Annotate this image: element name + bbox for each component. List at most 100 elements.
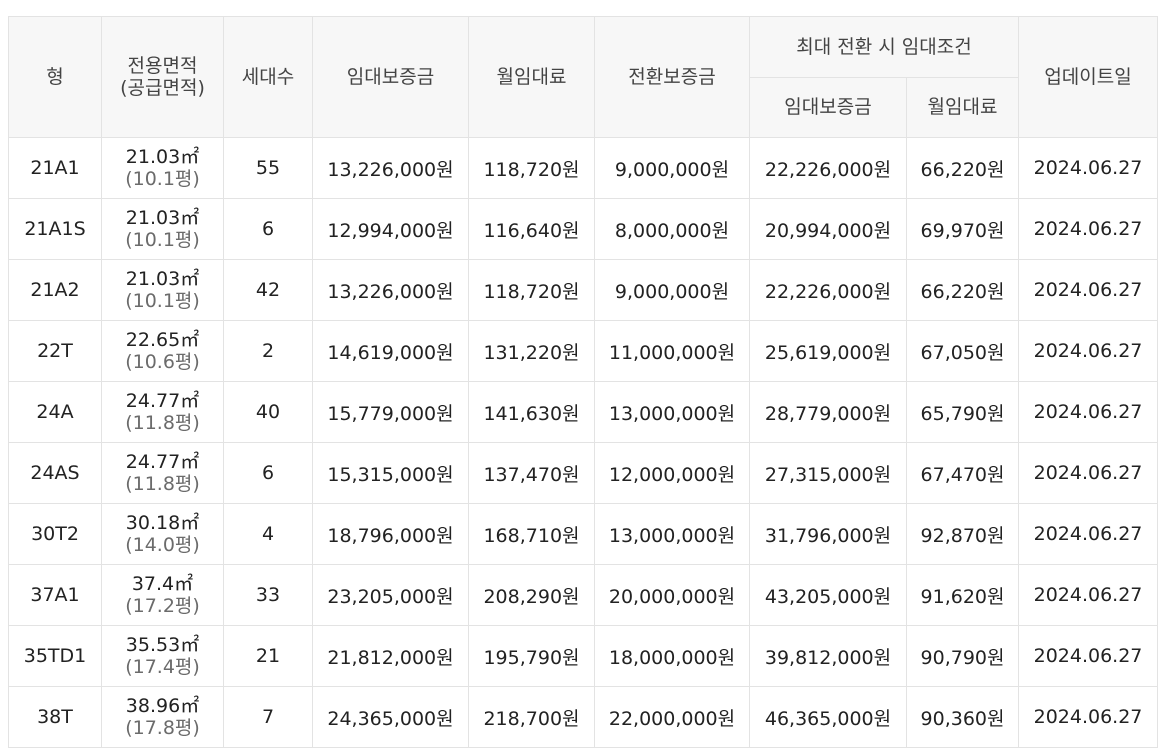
cell-max-deposit: 28,779,000원 (749, 381, 907, 443)
area-exclusive: 38.96㎡ (125, 695, 200, 717)
header-area: 전용면적 (공급면적) (101, 16, 224, 138)
area-supply: (10.1평) (125, 290, 200, 312)
cell-type: 24AS (8, 442, 102, 504)
cell-monthly-rent: 137,470원 (468, 442, 595, 504)
cell-updated: 2024.06.27 (1018, 686, 1159, 748)
cell-max-monthly-rent: 69,970원 (905, 198, 1020, 260)
cell-max-monthly-rent: 92,870원 (905, 503, 1020, 565)
cell-households: 40 (223, 381, 313, 443)
cell-monthly-rent: 118,720원 (468, 259, 595, 321)
area-exclusive: 22.65㎡ (125, 329, 200, 351)
cell-updated: 2024.06.27 (1018, 625, 1159, 687)
cell-max-deposit: 22,226,000원 (749, 137, 907, 199)
cell-area: 22.65㎡ (10.6평) (101, 320, 224, 382)
cell-deposit: 13,226,000원 (312, 137, 469, 199)
cell-monthly-rent: 118,720원 (468, 137, 595, 199)
table-row: 37A1 37.4㎡ (17.2평) 33 23,205,000원 208,290원 20,… (8, 564, 1159, 626)
cell-conversion-deposit: 13,000,000원 (594, 503, 750, 565)
header-max-monthly-rent: 월임대료 (905, 77, 1020, 138)
cell-households: 21 (223, 625, 313, 687)
cell-conversion-deposit: 8,000,000원 (594, 198, 750, 260)
area-supply: (17.2평) (125, 595, 200, 617)
cell-type: 38T (8, 686, 102, 748)
cell-type: 22T (8, 320, 102, 382)
table-row: 21A1 21.03㎡ (10.1평) 55 13,226,000원 118,720원 9,… (8, 137, 1159, 199)
area-exclusive: 21.03㎡ (125, 207, 200, 229)
cell-max-monthly-rent: 65,790원 (905, 381, 1020, 443)
area-supply: (17.4평) (125, 656, 200, 678)
cell-area: 38.96㎡ (17.8평) (101, 686, 224, 748)
cell-type: 21A1S (8, 198, 102, 260)
rental-conditions-table-wrapper: 형 전용면적 (공급면적) 세대수 임대보증금 월임대료 전환보증금 최대 전환… (8, 16, 1159, 748)
cell-households: 2 (223, 320, 313, 382)
cell-area: 30.18㎡ (14.0평) (101, 503, 224, 565)
cell-conversion-deposit: 22,000,000원 (594, 686, 750, 748)
rental-conditions-table: 형 전용면적 (공급면적) 세대수 임대보증금 월임대료 전환보증금 최대 전환… (8, 16, 1159, 748)
cell-households: 55 (223, 137, 313, 199)
cell-type: 21A2 (8, 259, 102, 321)
area-exclusive: 21.03㎡ (125, 146, 200, 168)
cell-type: 37A1 (8, 564, 102, 626)
cell-deposit: 21,812,000원 (312, 625, 469, 687)
area-exclusive: 24.77㎡ (125, 451, 200, 473)
cell-max-deposit: 25,619,000원 (749, 320, 907, 382)
cell-monthly-rent: 116,640원 (468, 198, 595, 260)
header-area-line2: (공급면적) (120, 77, 205, 99)
cell-monthly-rent: 131,220원 (468, 320, 595, 382)
cell-max-monthly-rent: 91,620원 (905, 564, 1020, 626)
header-households: 세대수 (223, 16, 313, 138)
cell-conversion-deposit: 13,000,000원 (594, 381, 750, 443)
area-supply: (10.6평) (125, 351, 200, 373)
cell-type: 21A1 (8, 137, 102, 199)
cell-deposit: 12,994,000원 (312, 198, 469, 260)
cell-type: 24A (8, 381, 102, 443)
table-row: 24A 24.77㎡ (11.8평) 40 15,779,000원 141,630원 13,… (8, 381, 1159, 443)
cell-max-monthly-rent: 90,790원 (905, 625, 1020, 687)
header-type: 형 (8, 16, 102, 138)
cell-households: 7 (223, 686, 313, 748)
cell-updated: 2024.06.27 (1018, 137, 1159, 199)
cell-max-deposit: 46,365,000원 (749, 686, 907, 748)
header-deposit: 임대보증금 (312, 16, 469, 138)
cell-deposit: 15,315,000원 (312, 442, 469, 504)
area-supply: (11.8평) (125, 473, 200, 495)
header-max-conversion-group: 최대 전환 시 임대조건 (748, 16, 1020, 78)
table-row: 22T 22.65㎡ (10.6평) 2 14,619,000원 131,220원 11,0… (8, 320, 1159, 382)
cell-max-deposit: 43,205,000원 (749, 564, 907, 626)
cell-max-monthly-rent: 67,050원 (905, 320, 1020, 382)
area-exclusive: 35.53㎡ (125, 634, 200, 656)
area-exclusive: 37.4㎡ (131, 573, 194, 595)
area-supply: (11.8평) (125, 412, 200, 434)
area-exclusive: 21.03㎡ (125, 268, 200, 290)
table-row: 21A1S 21.03㎡ (10.1평) 6 12,994,000원 116,640원 8,… (8, 198, 1159, 260)
cell-max-monthly-rent: 66,220원 (905, 259, 1020, 321)
table-row: 24AS 24.77㎡ (11.8평) 6 15,315,000원 137,470원 12,… (8, 442, 1159, 504)
cell-deposit: 14,619,000원 (312, 320, 469, 382)
cell-updated: 2024.06.27 (1018, 320, 1159, 382)
cell-households: 42 (223, 259, 313, 321)
header-conversion-deposit: 전환보증금 (594, 16, 750, 138)
area-supply: (14.0평) (125, 534, 200, 556)
table-row: 30T2 30.18㎡ (14.0평) 4 18,796,000원 168,710원 13,… (8, 503, 1159, 565)
cell-updated: 2024.06.27 (1018, 259, 1159, 321)
cell-max-monthly-rent: 66,220원 (905, 137, 1020, 199)
cell-max-deposit: 31,796,000원 (749, 503, 907, 565)
cell-area: 21.03㎡ (10.1평) (101, 137, 224, 199)
table-row: 35TD1 35.53㎡ (17.4평) 21 21,812,000원 195,790원 1… (8, 625, 1159, 687)
cell-updated: 2024.06.27 (1018, 381, 1159, 443)
area-exclusive: 24.77㎡ (125, 390, 200, 412)
header-monthly-rent: 월임대료 (468, 16, 595, 138)
cell-area: 35.53㎡ (17.4평) (101, 625, 224, 687)
area-exclusive: 30.18㎡ (125, 512, 200, 534)
cell-deposit: 23,205,000원 (312, 564, 469, 626)
cell-updated: 2024.06.27 (1018, 564, 1159, 626)
cell-monthly-rent: 208,290원 (468, 564, 595, 626)
cell-max-monthly-rent: 90,360원 (905, 686, 1020, 748)
cell-area: 37.4㎡ (17.2평) (101, 564, 224, 626)
cell-max-deposit: 20,994,000원 (749, 198, 907, 260)
area-supply: (10.1평) (125, 168, 200, 190)
cell-area: 21.03㎡ (10.1평) (101, 198, 224, 260)
header-area-line1: 전용면적 (127, 55, 198, 77)
cell-monthly-rent: 195,790원 (468, 625, 595, 687)
cell-households: 6 (223, 198, 313, 260)
